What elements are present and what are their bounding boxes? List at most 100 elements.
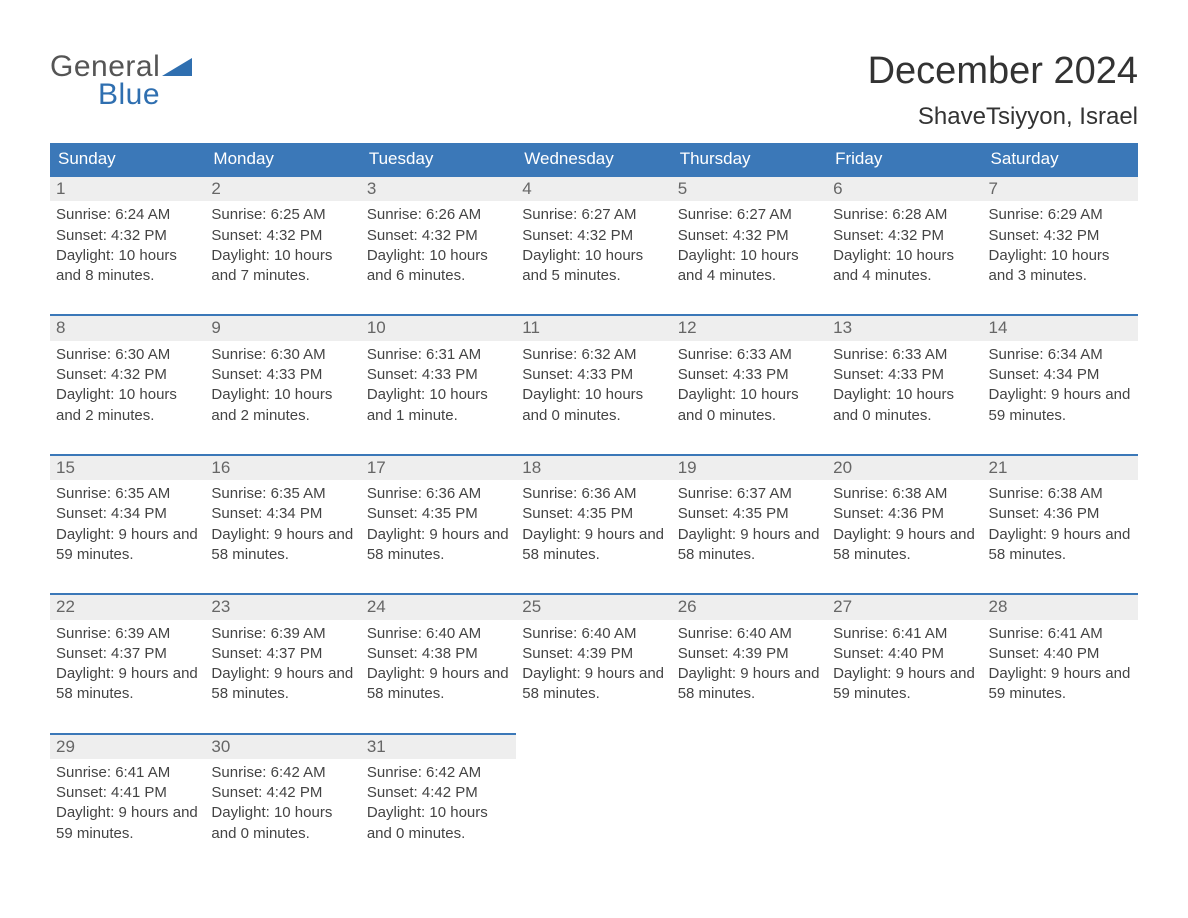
sunrise-line: Sunrise: 6:33 AM [678,345,821,365]
sunset-line: Sunset: 4:35 PM [522,504,665,524]
daylight-line: Daylight: 10 hours and 0 minutes. [367,803,510,844]
empty-day [983,734,1138,759]
sunrise-line: Sunrise: 6:37 AM [678,484,821,504]
sunset-line: Sunset: 4:39 PM [522,644,665,664]
day-details: Sunrise: 6:24 AMSunset: 4:32 PMDaylight:… [50,201,205,315]
sunrise-line: Sunrise: 6:30 AM [211,345,354,365]
day-details: Sunrise: 6:41 AMSunset: 4:40 PMDaylight:… [983,620,1138,734]
day-number: 17 [361,455,516,480]
sunset-line: Sunset: 4:33 PM [522,365,665,385]
day-number: 1 [50,176,205,201]
daylight-line: Daylight: 9 hours and 59 minutes. [989,664,1132,705]
sunset-line: Sunset: 4:32 PM [56,365,199,385]
day-details: Sunrise: 6:40 AMSunset: 4:39 PMDaylight:… [516,620,671,734]
sunset-line: Sunset: 4:33 PM [833,365,976,385]
sunset-line: Sunset: 4:32 PM [522,226,665,246]
day-number: 25 [516,594,671,619]
day-number: 14 [983,315,1138,340]
sunset-line: Sunset: 4:36 PM [989,504,1132,524]
empty-day [516,759,671,854]
sunset-line: Sunset: 4:33 PM [367,365,510,385]
week-detail-row: Sunrise: 6:39 AM Sunset: 4:37 PM Daylight:… [50,620,1138,734]
daylight-line: Daylight: 10 hours and 6 minutes. [367,246,510,287]
day-number: 2 [205,176,360,201]
day-details: Sunrise: 6:42 AMSunset: 4:42 PMDaylight:… [361,759,516,854]
week-detail-row: Sunrise: 6:41 AMSunset: 4:41 PMDaylight:… [50,759,1138,854]
location: ShaveTsiyyon, Israel [868,103,1138,131]
daylight-line: Daylight: 10 hours and 0 minutes. [211,803,354,844]
sunrise-line: Sunrise: 6:27 AM [522,205,665,225]
day-number: 6 [827,176,982,201]
header: General Blue December 2024 ShaveTsiyyon,… [50,50,1138,131]
day-number: 21 [983,455,1138,480]
day-details: Sunrise: 6:37 AMSunset: 4:35 PMDaylight:… [672,480,827,594]
sunset-line: Sunset: 4:35 PM [678,504,821,524]
day-details: Sunrise: 6:33 AMSunset: 4:33 PMDaylight:… [672,341,827,455]
empty-day [672,734,827,759]
day-number: 8 [50,315,205,340]
day-details: Sunrise: 6:27 AMSunset: 4:32 PMDaylight:… [672,201,827,315]
sunset-line: Sunset: 4:32 PM [989,226,1132,246]
day-details: Sunrise: 6:39 AMSunset: 4:37 PMDaylight:… [205,620,360,734]
day-number: 27 [827,594,982,619]
sunset-line: Sunset: 4:37 PM [211,644,354,664]
day-number: 15 [50,455,205,480]
daylight-line: Daylight: 10 hours and 0 minutes. [833,385,976,426]
daylight-line: Daylight: 10 hours and 8 minutes. [56,246,199,287]
day-number: 5 [672,176,827,201]
day-details: Sunrise: 6:31 AMSunset: 4:33 PMDaylight:… [361,341,516,455]
day-number: 18 [516,455,671,480]
day-details: Sunrise: 6:34 AMSunset: 4:34 PMDaylight:… [983,341,1138,455]
sunrise-line: Sunrise: 6:33 AM [833,345,976,365]
day-details: Sunrise: 6:32 AMSunset: 4:33 PMDaylight:… [516,341,671,455]
week-detail-row: Sunrise: 6:35 AM Sunset: 4:34 PM Daylight:… [50,480,1138,594]
sunrise-line: Sunrise: 6:32 AM [522,345,665,365]
title-block: December 2024 ShaveTsiyyon, Israel [868,50,1138,131]
sunrise-line: Sunrise: 6:40 AM [678,624,821,644]
day-details: Sunrise: 6:28 AMSunset: 4:32 PMDaylight:… [827,201,982,315]
daylight-line: Daylight: 9 hours and 59 minutes. [56,803,199,844]
daylight-line: Daylight: 9 hours and 58 minutes. [989,525,1132,566]
sunrise-line: Sunrise: 6:39 AM [56,624,199,644]
sunset-line: Sunset: 4:36 PM [833,504,976,524]
sunset-line: Sunset: 4:41 PM [56,783,199,803]
sunrise-line: Sunrise: 6:40 AM [522,624,665,644]
day-number: 26 [672,594,827,619]
sunrise-line: Sunrise: 6:29 AM [989,205,1132,225]
day-number: 30 [205,734,360,759]
daylight-line: Daylight: 9 hours and 58 minutes. [678,664,821,705]
sunset-line: Sunset: 4:34 PM [989,365,1132,385]
day-number: 20 [827,455,982,480]
daylight-line: Daylight: 10 hours and 4 minutes. [833,246,976,287]
sunrise-line: Sunrise: 6:26 AM [367,205,510,225]
weekday-header: Monday [205,143,360,176]
weekday-header: Tuesday [361,143,516,176]
daylight-line: Daylight: 10 hours and 3 minutes. [989,246,1132,287]
sunrise-line: Sunrise: 6:24 AM [56,205,199,225]
sunrise-line: Sunrise: 6:31 AM [367,345,510,365]
daylight-line: Daylight: 9 hours and 58 minutes. [522,525,665,566]
day-details: Sunrise: 6:40 AMSunset: 4:39 PMDaylight:… [672,620,827,734]
daylight-line: Daylight: 10 hours and 0 minutes. [678,385,821,426]
sunrise-line: Sunrise: 6:38 AM [989,484,1132,504]
day-details: Sunrise: 6:40 AMSunset: 4:38 PMDaylight:… [361,620,516,734]
daylight-line: Daylight: 10 hours and 2 minutes. [56,385,199,426]
sunrise-line: Sunrise: 6:41 AM [833,624,976,644]
sunset-line: Sunset: 4:34 PM [56,504,199,524]
daylight-line: Daylight: 9 hours and 59 minutes. [833,664,976,705]
sunrise-line: Sunrise: 6:42 AM [367,763,510,783]
day-details: Sunrise: 6:29 AMSunset: 4:32 PMDaylight:… [983,201,1138,315]
day-number: 29 [50,734,205,759]
weekday-header: Friday [827,143,982,176]
sunrise-line: Sunrise: 6:25 AM [211,205,354,225]
sunrise-line: Sunrise: 6:27 AM [678,205,821,225]
daylight-line: Daylight: 10 hours and 4 minutes. [678,246,821,287]
week-number-row: 1234567 [50,176,1138,201]
logo: General Blue [50,50,192,112]
sunset-line: Sunset: 4:39 PM [678,644,821,664]
sunrise-line: Sunrise: 6:35 AM [211,484,354,504]
daylight-line: Daylight: 9 hours and 58 minutes. [367,664,510,705]
empty-day [672,759,827,854]
day-details: Sunrise: 6:41 AMSunset: 4:41 PMDaylight:… [50,759,205,854]
sunset-line: Sunset: 4:42 PM [367,783,510,803]
